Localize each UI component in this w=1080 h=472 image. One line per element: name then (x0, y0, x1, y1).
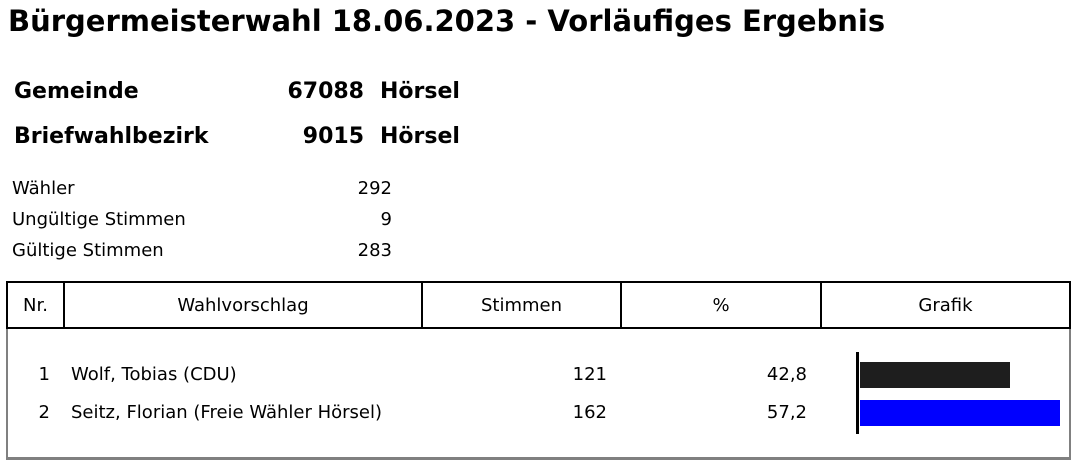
row-nr: 2 (38, 402, 50, 423)
result-bar (860, 362, 1010, 388)
candidate-name: Wolf, Tobias (CDU) (71, 364, 237, 385)
results-table-body: 1 Wolf, Tobias (CDU) 121 42,8 2 Seitz, F… (6, 329, 1071, 460)
header-wahlvorschlag: Wahlvorschlag (65, 283, 423, 327)
header-nr: Nr. (8, 283, 65, 327)
stat-label: Gültige Stimmen (12, 240, 164, 261)
result-bar (860, 400, 1060, 426)
row-percent: 57,2 (766, 402, 807, 423)
gemeinde-number: 67088 (287, 79, 364, 104)
gemeinde-name: Hörsel (380, 79, 460, 104)
results-table-header: Nr. Wahlvorschlag Stimmen % Grafik (6, 281, 1071, 329)
stat-value: 292 (357, 178, 392, 199)
stat-value: 283 (357, 240, 392, 261)
row-votes: 162 (572, 402, 607, 423)
table-row: 2 Seitz, Florian (Freie Wähler Hörsel) 1… (8, 400, 1069, 428)
stat-label: Ungültige Stimmen (12, 209, 186, 230)
row-nr: 1 (38, 364, 50, 385)
candidate-name: Seitz, Florian (Freie Wähler Hörsel) (71, 402, 383, 423)
page-title: Bürgermeisterwahl 18.06.2023 - Vorläufig… (8, 4, 886, 38)
bezirk-number: 9015 (302, 124, 364, 149)
bezirk-label: Briefwahlbezirk (14, 124, 209, 149)
row-votes: 121 (572, 364, 607, 385)
stat-value: 9 (380, 209, 392, 230)
stat-label: Wähler (12, 178, 75, 199)
header-grafik: Grafik (918, 294, 973, 316)
row-percent: 42,8 (766, 364, 807, 385)
bezirk-name: Hörsel (380, 124, 460, 149)
chart-axis (856, 352, 859, 434)
header-stimmen: Stimmen (423, 283, 622, 327)
gemeinde-label: Gemeinde (14, 79, 139, 104)
header-percent: % (622, 283, 822, 327)
table-row: 1 Wolf, Tobias (CDU) 121 42,8 (8, 362, 1069, 390)
